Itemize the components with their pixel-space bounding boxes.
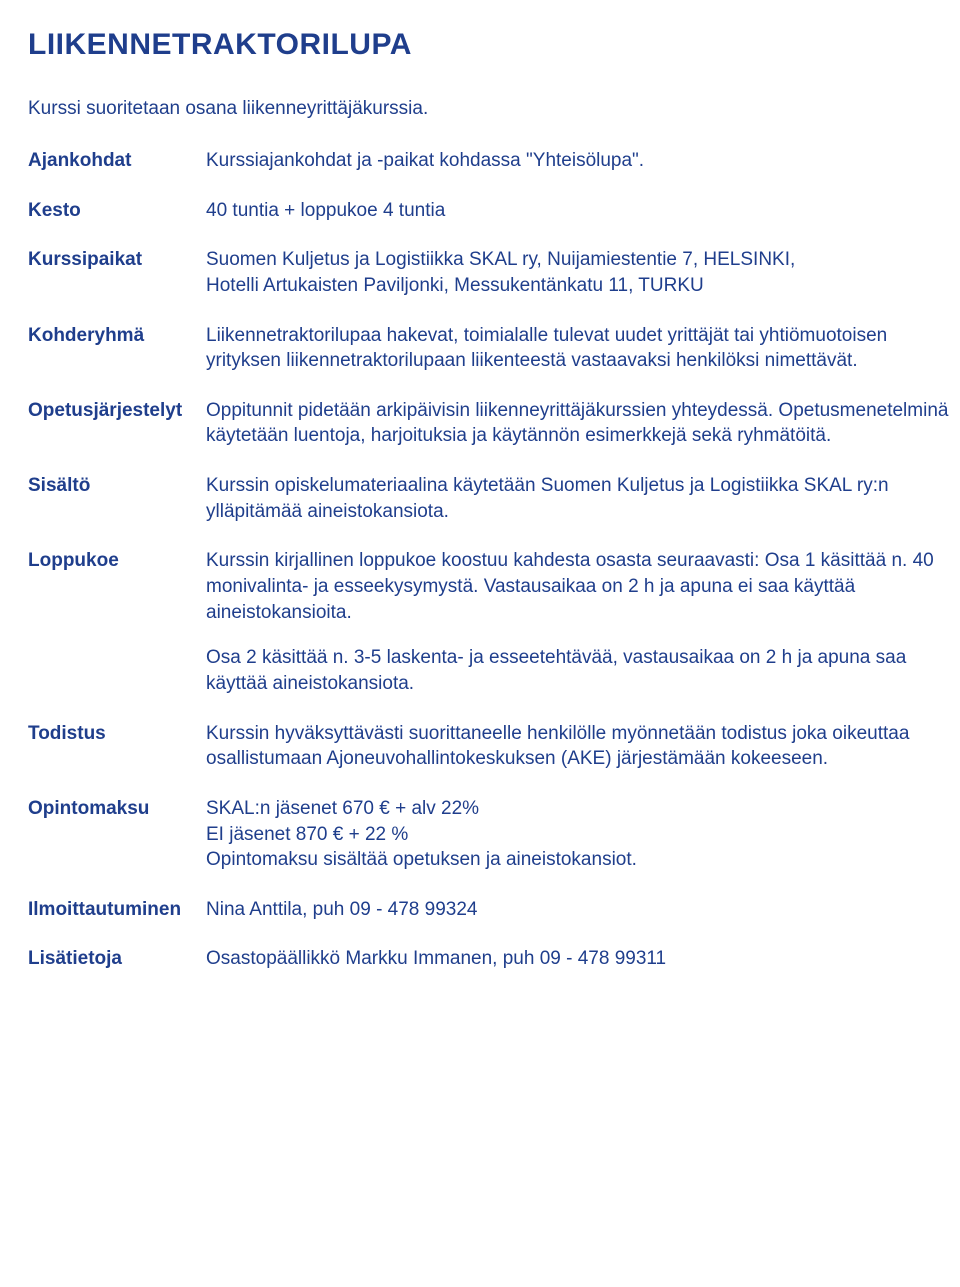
row-loppukoe: Loppukoe Kurssin kirjallinen loppukoe ko… (28, 548, 960, 696)
opintomaksu-line2: EI jäsenet 870 € + 22 % (206, 824, 408, 845)
label-kurssipaikat: Kurssipaikat (28, 247, 206, 298)
value-todistus: Kurssin hyväksyttävästi suorittaneelle h… (206, 721, 960, 772)
loppukoe-p2: Osa 2 käsittää n. 3-5 laskenta- ja essee… (206, 645, 960, 696)
label-lisatietoja: Lisätietoja (28, 946, 206, 972)
label-sisalto: Sisältö (28, 473, 206, 524)
kurssipaikat-line2: Hotelli Artukaisten Paviljonki, Messuken… (206, 275, 704, 296)
value-ajankohdat: Kurssiajankohdat ja -paikat kohdassa "Yh… (206, 148, 960, 174)
label-opintomaksu: Opintomaksu (28, 796, 206, 873)
label-ajankohdat: Ajankohdat (28, 148, 206, 174)
row-todistus: Todistus Kurssin hyväksyttävästi suoritt… (28, 721, 960, 772)
opintomaksu-line3: Opintomaksu sisältää opetuksen ja aineis… (206, 849, 637, 870)
label-loppukoe: Loppukoe (28, 548, 206, 696)
loppukoe-p1: Kurssin kirjallinen loppukoe koostuu kah… (206, 548, 960, 625)
page-title: LIIKENNETRAKTORILUPA (28, 28, 960, 62)
row-kohderyhma: Kohderyhmä Liikennetraktorilupaa hakevat… (28, 323, 960, 374)
value-opetusjarjestelyt: Oppitunnit pidetään arkipäivisin liikenn… (206, 398, 960, 449)
row-ilmoittautuminen: Ilmoittautuminen Nina Anttila, puh 09 - … (28, 897, 960, 923)
row-kesto: Kesto 40 tuntia + loppukoe 4 tuntia (28, 198, 960, 224)
value-lisatietoja: Osastopäällikkö Markku Immanen, puh 09 -… (206, 946, 960, 972)
value-sisalto: Kurssin opiskelumateriaalina käytetään S… (206, 473, 960, 524)
label-kesto: Kesto (28, 198, 206, 224)
row-sisalto: Sisältö Kurssin opiskelumateriaalina käy… (28, 473, 960, 524)
label-todistus: Todistus (28, 721, 206, 772)
row-ajankohdat: Ajankohdat Kurssiajankohdat ja -paikat k… (28, 148, 960, 174)
value-opintomaksu: SKAL:n jäsenet 670 € + alv 22% EI jäsene… (206, 796, 960, 873)
row-opintomaksu: Opintomaksu SKAL:n jäsenet 670 € + alv 2… (28, 796, 960, 873)
value-loppukoe: Kurssin kirjallinen loppukoe koostuu kah… (206, 548, 960, 696)
row-opetusjarjestelyt: Opetusjärjestelyt Oppitunnit pidetään ar… (28, 398, 960, 449)
value-kesto: 40 tuntia + loppukoe 4 tuntia (206, 198, 960, 224)
row-kurssipaikat: Kurssipaikat Suomen Kuljetus ja Logistii… (28, 247, 960, 298)
value-ilmoittautuminen: Nina Anttila, puh 09 - 478 99324 (206, 897, 960, 923)
value-kohderyhma: Liikennetraktorilupaa hakevat, toimialal… (206, 323, 960, 374)
value-kurssipaikat: Suomen Kuljetus ja Logistiikka SKAL ry, … (206, 247, 960, 298)
intro-text: Kurssi suoritetaan osana liikenneyrittäj… (28, 98, 960, 120)
label-opetusjarjestelyt: Opetusjärjestelyt (28, 398, 206, 449)
row-lisatietoja: Lisätietoja Osastopäällikkö Markku Imman… (28, 946, 960, 972)
opintomaksu-line1: SKAL:n jäsenet 670 € + alv 22% (206, 798, 479, 819)
label-ilmoittautuminen: Ilmoittautuminen (28, 897, 206, 923)
kurssipaikat-line1: Suomen Kuljetus ja Logistiikka SKAL ry, … (206, 249, 795, 270)
label-kohderyhma: Kohderyhmä (28, 323, 206, 374)
